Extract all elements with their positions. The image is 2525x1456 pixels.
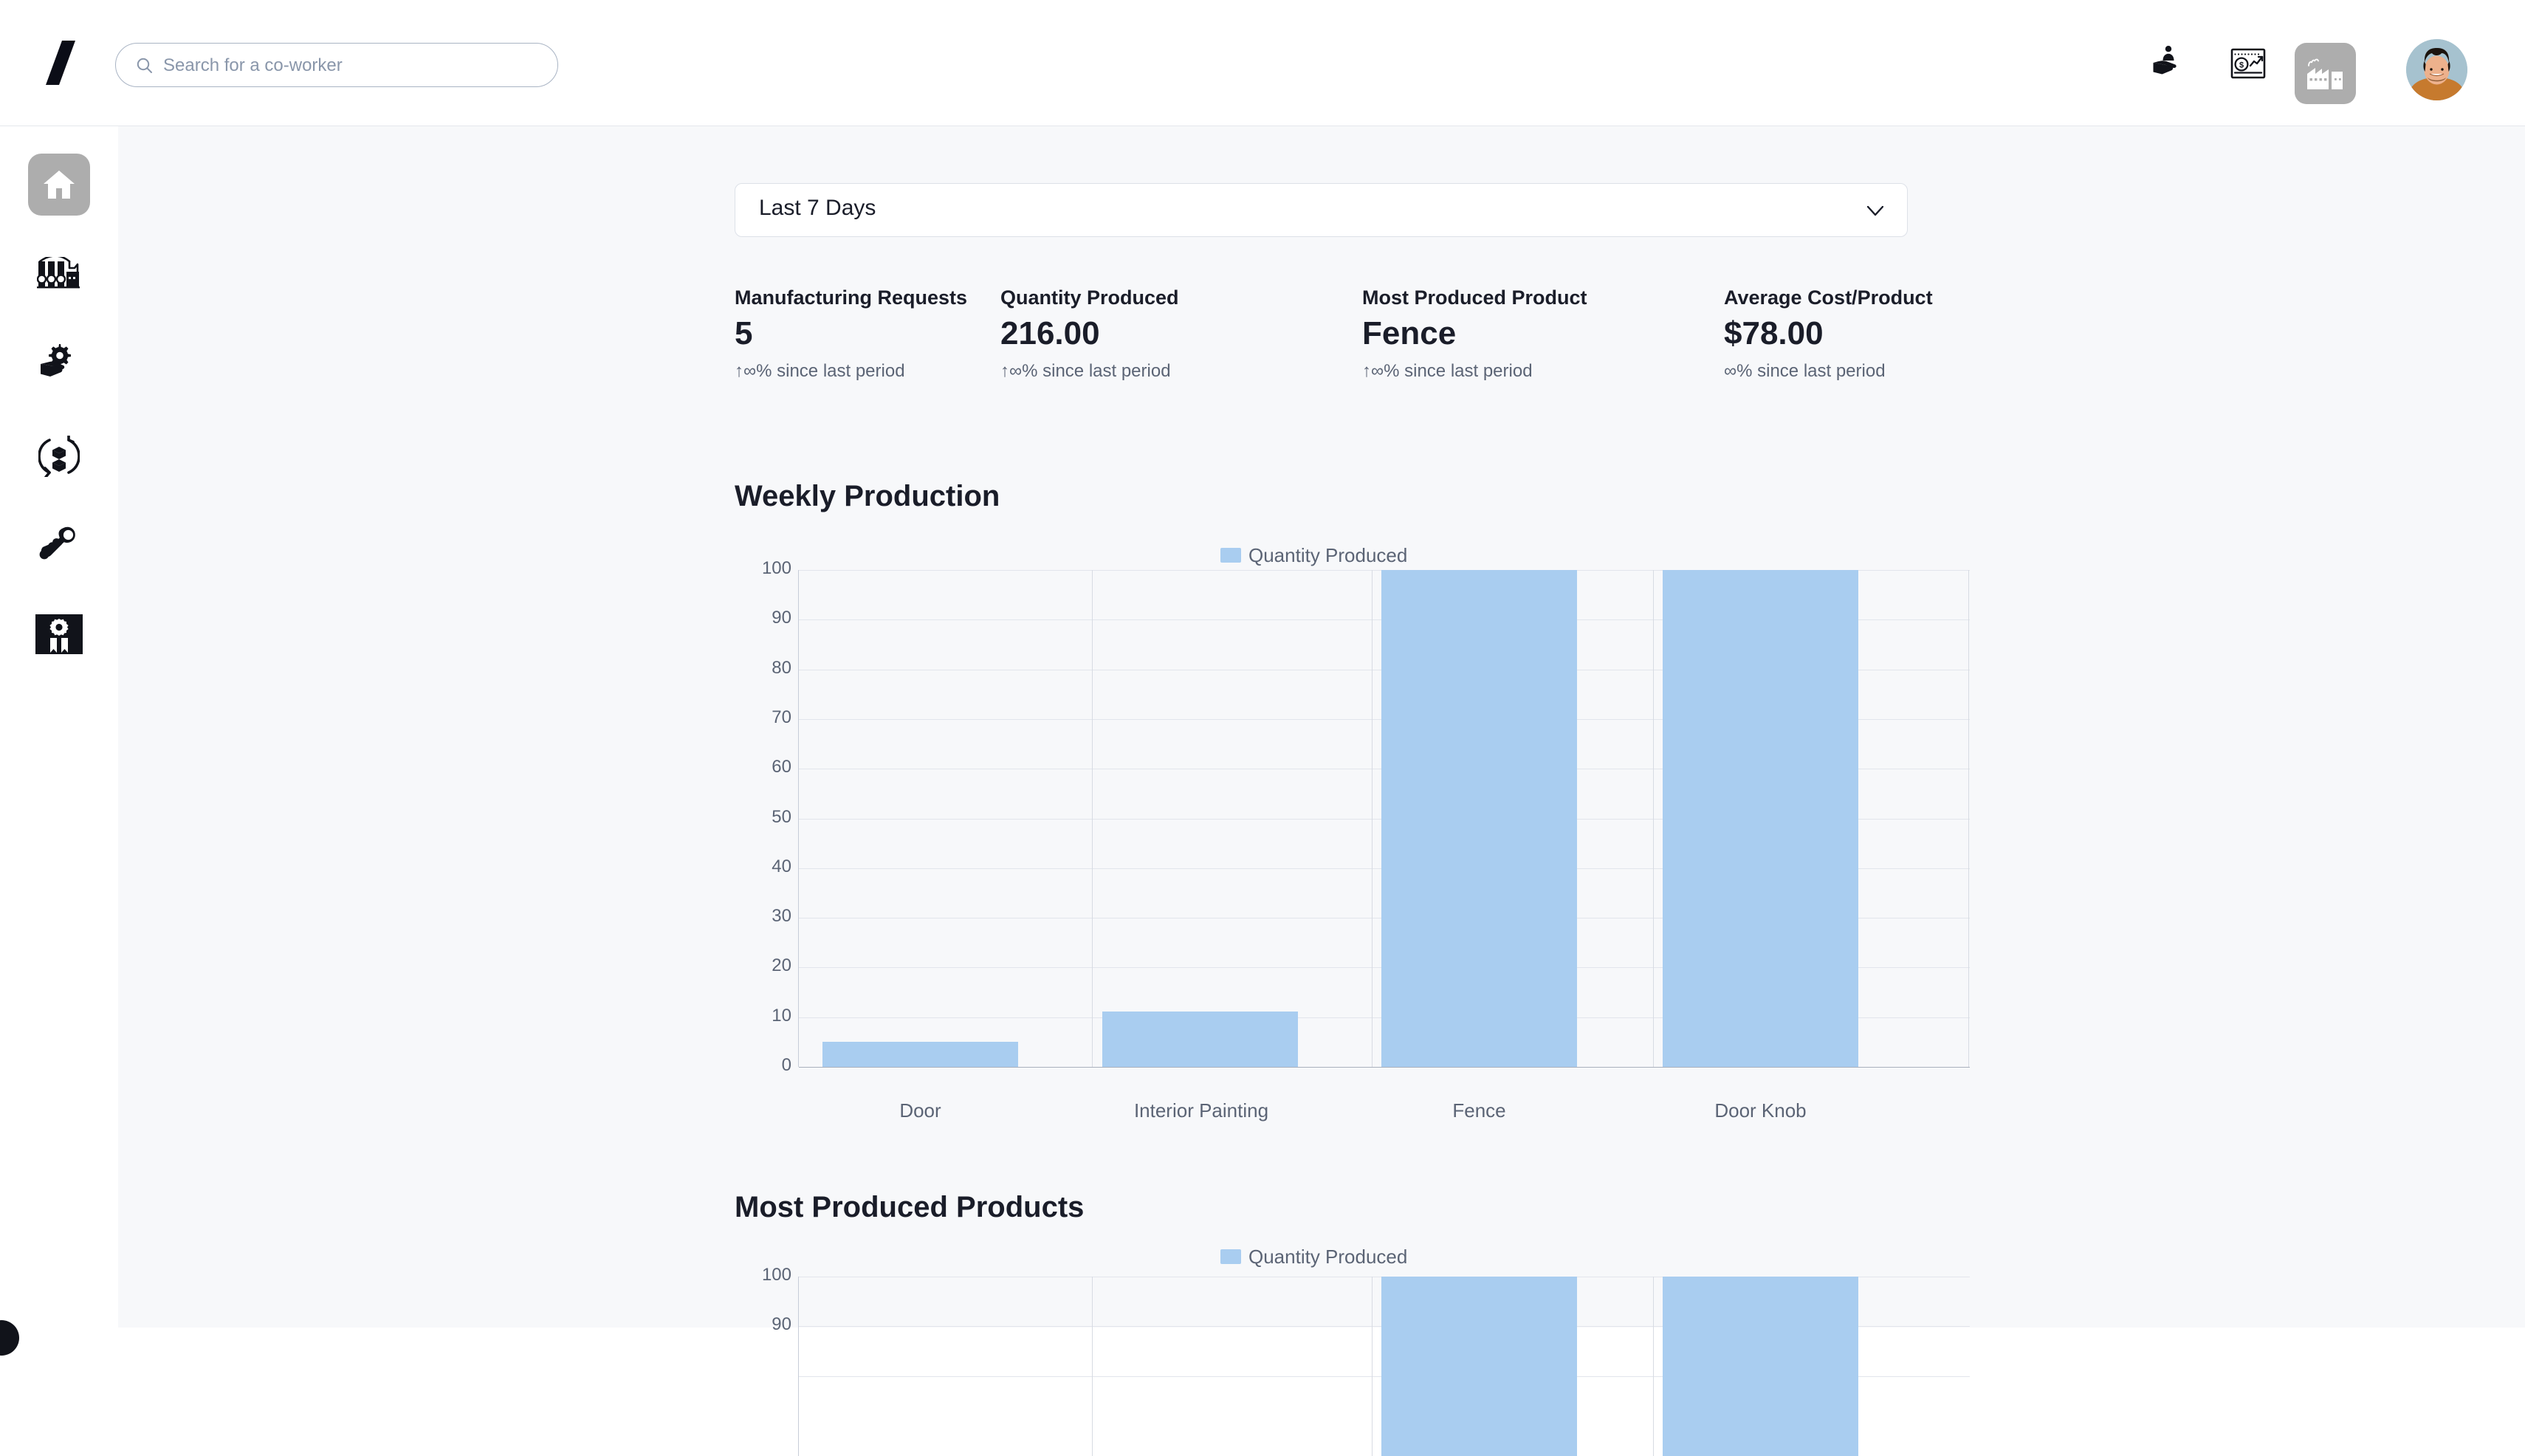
svg-text:$: $ — [2239, 61, 2244, 69]
